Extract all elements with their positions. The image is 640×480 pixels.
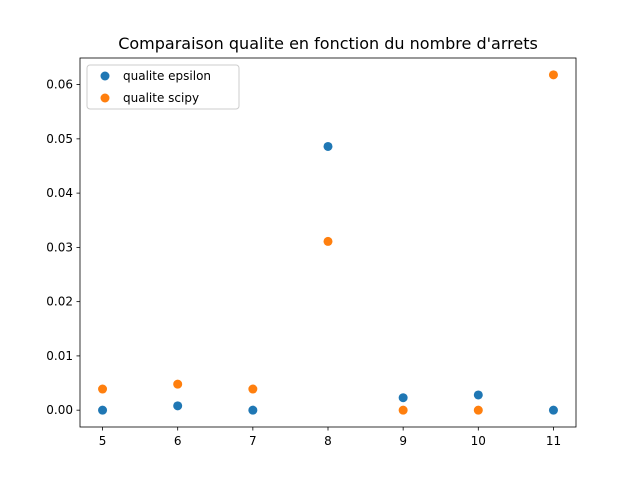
x-tick-label: 10 <box>471 434 486 448</box>
y-tick-label: 0.05 <box>46 132 73 146</box>
y-tick-label: 0.06 <box>46 78 73 92</box>
legend-box <box>86 64 240 110</box>
data-point <box>248 384 258 394</box>
data-point <box>173 401 183 411</box>
data-point <box>323 236 333 246</box>
data-point <box>548 405 558 415</box>
x-tick-label: 5 <box>99 434 107 448</box>
legend-marker <box>100 71 110 81</box>
data-point <box>548 70 558 80</box>
data-point <box>473 390 483 400</box>
data-point <box>473 405 483 415</box>
data-point <box>323 141 333 151</box>
legend: qualite epsilon qualite scipy <box>86 64 240 110</box>
y-tick-label: 0.00 <box>46 403 73 417</box>
x-tick-label: 8 <box>324 434 332 448</box>
data-point <box>398 393 408 403</box>
y-tick-label: 0.01 <box>46 349 73 363</box>
data-point <box>98 384 108 394</box>
y-tick-label: 0.02 <box>46 295 73 309</box>
data-point <box>98 405 108 415</box>
x-tick-label: 9 <box>399 434 407 448</box>
data-point <box>248 405 258 415</box>
x-tick-label: 7 <box>249 434 257 448</box>
y-tick-label: 0.04 <box>46 186 73 200</box>
legend-label: qualite scipy <box>123 91 199 105</box>
x-tick-label: 6 <box>174 434 182 448</box>
x-tick-label: 11 <box>546 434 561 448</box>
data-point <box>398 405 408 415</box>
plot-area: 5 6 7 8 9 10 11 0.00 0.01 0.02 0.03 0.04 0.05 0.06 <box>46 57 577 448</box>
legend-label: qualite epsilon <box>123 69 211 83</box>
chart-title: Comparaison qualite en fonction du nombr… <box>118 34 538 53</box>
data-point <box>173 379 183 389</box>
y-tick-label: 0.03 <box>46 240 73 254</box>
legend-marker <box>100 93 110 103</box>
